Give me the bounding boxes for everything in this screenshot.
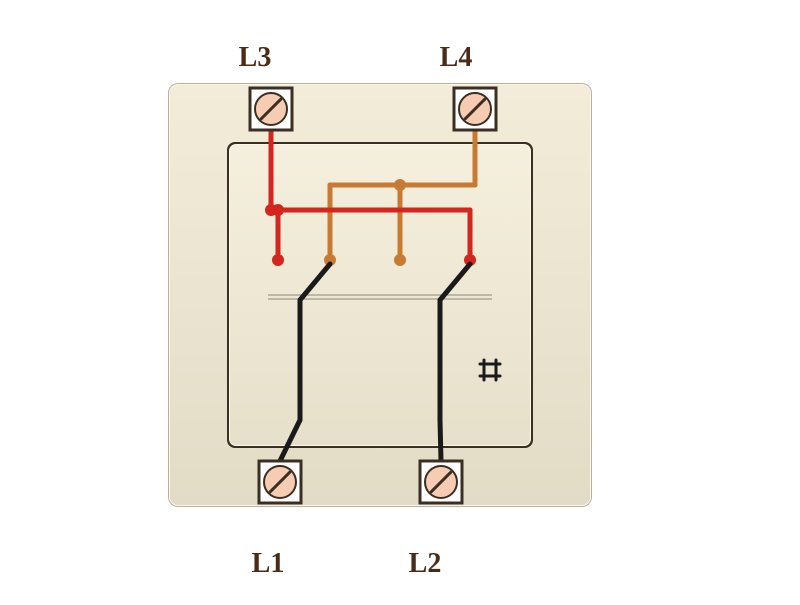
label-L2: L2 [409,548,442,579]
label-L4: L4 [440,42,473,73]
terminal-L3 [250,88,292,130]
label-L3: L3 [239,42,272,73]
terminal-L2 [420,461,462,503]
label-L1: L1 [252,548,285,579]
terminal-L1 [259,461,301,503]
terminal-L4 [454,88,496,130]
switch-wiring-diagram: L1 L2 L3 L4 [0,0,800,605]
diagram-stage: L1 L2 L3 L4 [0,0,800,605]
